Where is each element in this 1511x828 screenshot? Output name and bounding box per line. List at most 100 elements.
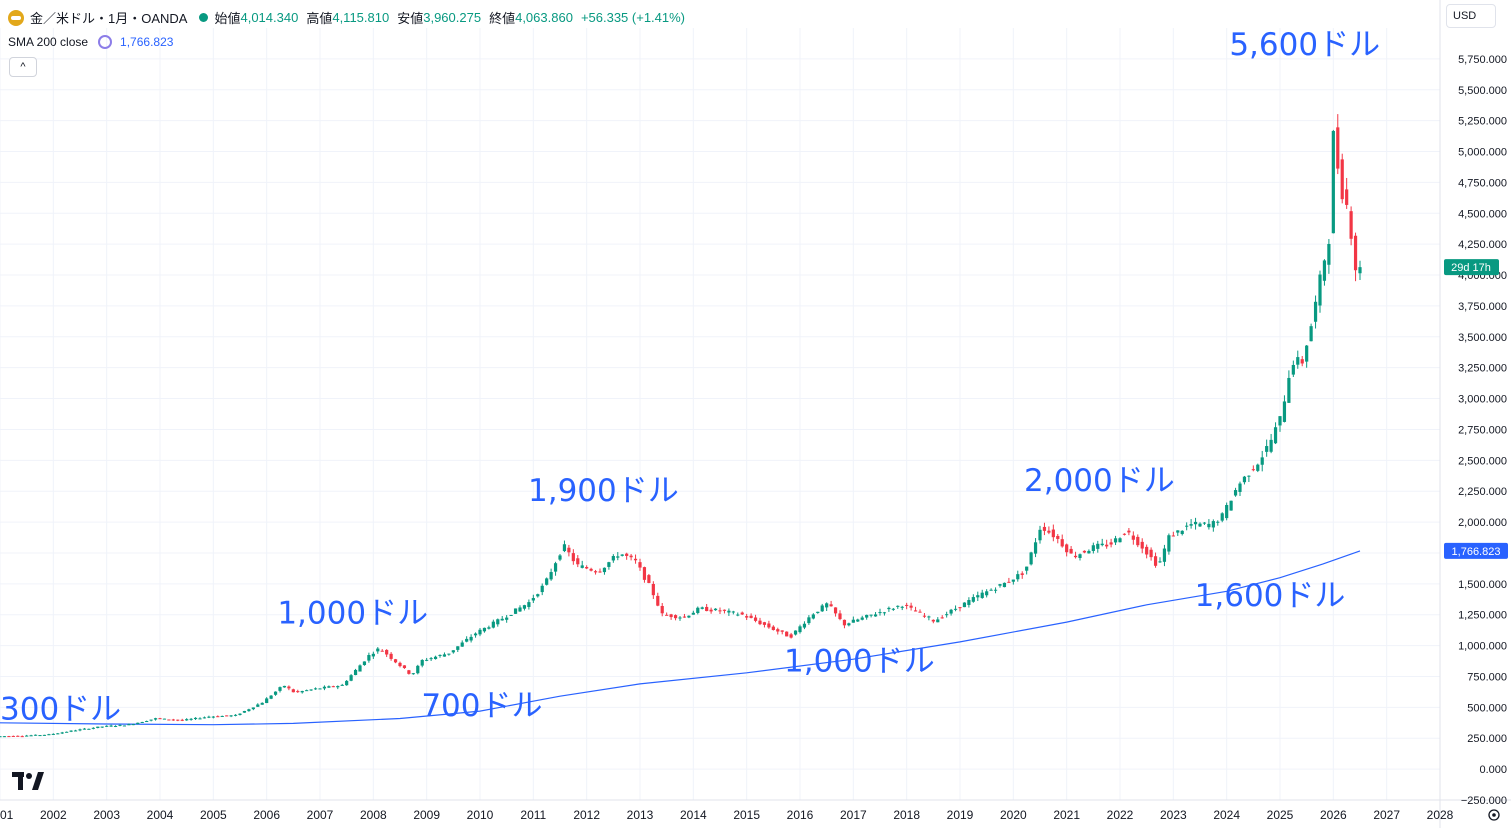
candle bbox=[642, 566, 647, 583]
candle-body bbox=[358, 665, 362, 672]
sma-label-bg bbox=[1444, 542, 1508, 559]
candle bbox=[16, 735, 20, 737]
candle-body bbox=[1269, 439, 1273, 452]
candle-body bbox=[407, 670, 411, 674]
price-annotation: 1,600ドル bbox=[1195, 578, 1346, 614]
candle bbox=[1256, 463, 1260, 473]
candle bbox=[1202, 522, 1207, 525]
candle bbox=[971, 594, 975, 603]
candle bbox=[793, 630, 798, 636]
candle-body bbox=[322, 686, 327, 689]
candle-body bbox=[940, 617, 944, 619]
candle bbox=[1296, 350, 1300, 369]
candle-body bbox=[1020, 573, 1024, 575]
candle bbox=[260, 702, 264, 705]
candle bbox=[1020, 571, 1024, 579]
candle-body bbox=[1073, 555, 1078, 558]
symbol-title[interactable]: 金／米ドル・1月・OANDA bbox=[30, 11, 188, 26]
candle bbox=[29, 734, 33, 737]
candle-body bbox=[509, 614, 513, 616]
candle bbox=[718, 607, 722, 614]
candle bbox=[1233, 487, 1238, 497]
candle-body bbox=[180, 719, 184, 721]
candle bbox=[1207, 519, 1211, 530]
candle bbox=[398, 661, 402, 668]
candle bbox=[1225, 502, 1229, 521]
candle bbox=[651, 581, 655, 599]
candle bbox=[229, 715, 233, 718]
y-tick-label: 5,500.000 bbox=[1458, 85, 1507, 97]
candle-body bbox=[909, 605, 913, 608]
candle bbox=[953, 605, 958, 612]
candle bbox=[873, 612, 878, 617]
price-annotation: 1,000ドル bbox=[277, 595, 428, 631]
candles-layer bbox=[0, 114, 1362, 738]
candle bbox=[20, 735, 24, 738]
candle bbox=[158, 717, 162, 720]
candle bbox=[171, 718, 175, 721]
axis-price-labels: 29d 17h 1,766.823 bbox=[1444, 259, 1508, 821]
candle-body bbox=[1113, 538, 1118, 543]
candle bbox=[447, 653, 451, 656]
candle bbox=[251, 707, 255, 711]
candle-body bbox=[136, 722, 140, 725]
candle bbox=[491, 619, 495, 629]
candle bbox=[327, 685, 331, 688]
x-tick-label: 2005 bbox=[200, 808, 227, 822]
candle bbox=[1082, 550, 1087, 554]
currency-button[interactable]: USD bbox=[1446, 4, 1496, 28]
sma-label[interactable]: SMA 200 close bbox=[8, 35, 89, 49]
candle-body bbox=[1087, 550, 1091, 554]
candle bbox=[562, 540, 567, 553]
candle-body bbox=[216, 716, 220, 718]
x-tick-label: 2027 bbox=[1373, 808, 1400, 822]
y-tick-label: 4,500.000 bbox=[1458, 208, 1507, 220]
candle-body bbox=[798, 626, 802, 633]
candle-body bbox=[709, 609, 713, 612]
candle-body bbox=[402, 665, 407, 669]
y-tick-label: 2,000.000 bbox=[1458, 517, 1507, 529]
candle-body bbox=[87, 728, 91, 730]
candle bbox=[233, 714, 238, 717]
y-tick-label: 2,750.000 bbox=[1458, 424, 1507, 436]
candle-body bbox=[25, 735, 29, 737]
x-tick-label: 2002 bbox=[40, 808, 67, 822]
candle-body bbox=[669, 614, 673, 618]
candle bbox=[682, 613, 687, 618]
candle bbox=[167, 719, 171, 721]
candle-body bbox=[887, 607, 891, 610]
candle bbox=[789, 632, 793, 639]
candle bbox=[420, 659, 424, 668]
collapse-legend-button[interactable]: ^ bbox=[9, 57, 37, 77]
candle bbox=[1122, 533, 1127, 536]
candle-body bbox=[753, 617, 758, 621]
candle bbox=[451, 650, 455, 654]
candle bbox=[438, 654, 442, 658]
candle-body bbox=[1358, 267, 1362, 274]
candle-body bbox=[1318, 274, 1322, 306]
candle bbox=[113, 725, 118, 728]
candle bbox=[1078, 553, 1082, 561]
candle bbox=[1105, 539, 1109, 549]
candle-body bbox=[816, 611, 820, 614]
candle bbox=[189, 717, 193, 721]
candle-body bbox=[291, 689, 295, 693]
candle bbox=[1189, 519, 1193, 529]
candle bbox=[482, 627, 487, 633]
candle bbox=[1065, 543, 1069, 557]
candle bbox=[1029, 551, 1033, 566]
candle bbox=[633, 554, 638, 564]
candle bbox=[900, 605, 904, 611]
candle-body bbox=[278, 687, 282, 691]
candle-body bbox=[1185, 525, 1189, 527]
candle-body bbox=[607, 562, 611, 567]
candle bbox=[1216, 520, 1220, 526]
candle-body bbox=[758, 620, 762, 625]
candle-body bbox=[500, 618, 504, 621]
candle-body bbox=[198, 718, 202, 720]
candle bbox=[851, 616, 855, 623]
candle-body bbox=[433, 656, 438, 660]
candle bbox=[1167, 533, 1171, 555]
candle-body bbox=[949, 609, 953, 614]
